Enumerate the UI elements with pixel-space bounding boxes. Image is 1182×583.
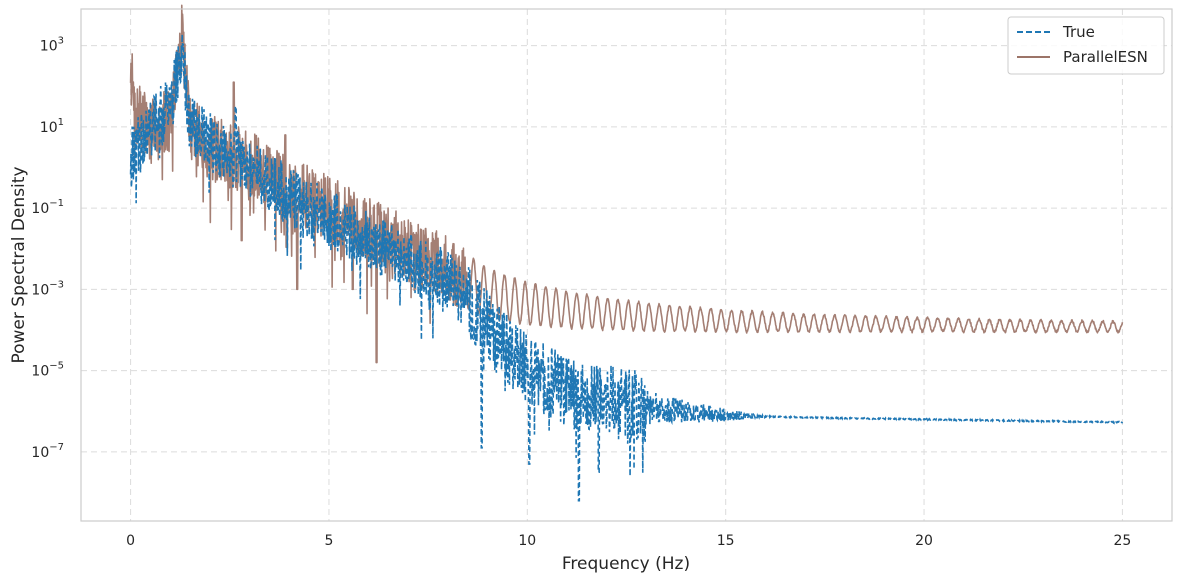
- x-tick-label: 5: [324, 533, 333, 549]
- legend-true-label: True: [1062, 23, 1095, 41]
- y-tick-label: 103: [40, 36, 64, 55]
- legend-parallelesn-label: ParallelESN: [1063, 48, 1148, 66]
- y-tick-label: 10−5: [31, 361, 64, 380]
- y-tick-label: 10−3: [31, 279, 64, 298]
- x-tick-label: 25: [1113, 533, 1131, 549]
- y-tick-labels: 10−7 10−5 10−3 10−1 101 103: [31, 36, 64, 461]
- x-axis-title: Frequency (Hz): [562, 554, 690, 574]
- plot-frame: [80, 8, 1173, 522]
- series-layer: [129, 4, 1124, 502]
- legend: True ParallelESN: [1007, 16, 1165, 75]
- y-axis-title: Power Spectral Density: [9, 166, 29, 363]
- y-tick-label: 10−1: [31, 198, 64, 217]
- y-tick-label: 10−7: [31, 442, 64, 461]
- x-tick-label: 15: [717, 533, 735, 549]
- x-tick-label: 20: [915, 533, 933, 549]
- x-tick-label: 0: [126, 533, 135, 549]
- series-line-true: [129, 34, 1124, 502]
- x-tick-labels: 0 5 10 15 20 25: [126, 533, 1131, 549]
- y-tick-label: 101: [40, 117, 64, 136]
- x-tick-label: 10: [518, 533, 536, 549]
